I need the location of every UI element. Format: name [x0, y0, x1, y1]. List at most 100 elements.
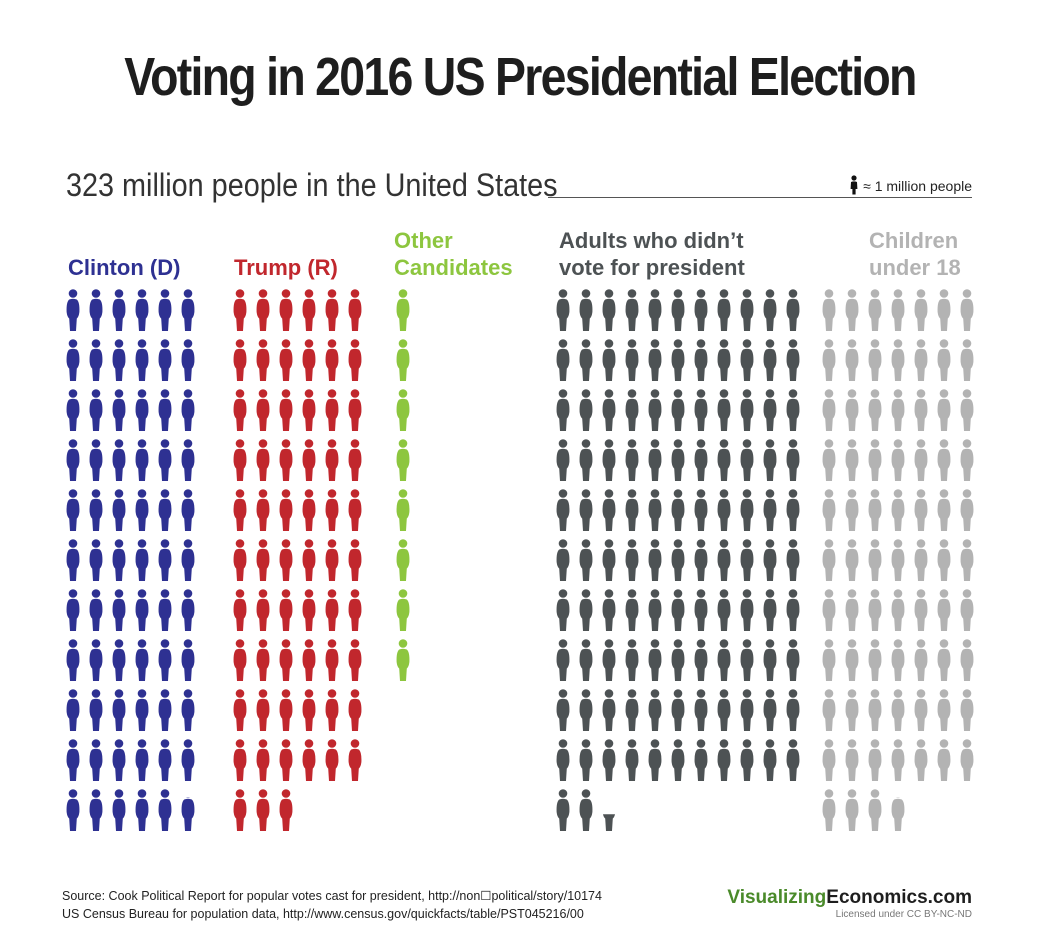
icon-group-clinton [66, 289, 195, 831]
person-icon [396, 289, 410, 331]
person-icon [822, 339, 836, 381]
person-icon [822, 639, 836, 681]
person-icon [740, 689, 754, 731]
person-icon [602, 739, 616, 781]
person-icon [233, 389, 247, 431]
person-icon [694, 489, 708, 531]
person-icon [158, 389, 172, 431]
person-icon [325, 339, 339, 381]
person-icon [960, 739, 974, 781]
person-icon [740, 389, 754, 431]
person-icon [579, 639, 593, 681]
person-icon [112, 739, 126, 781]
person-icon [648, 439, 662, 481]
person-icon [786, 389, 800, 431]
person-icon [937, 739, 951, 781]
person-icon [279, 789, 293, 831]
person-icon [845, 589, 859, 631]
person-icon [845, 789, 859, 831]
person-icon [625, 289, 639, 331]
person-icon [671, 639, 685, 681]
person-icon [396, 589, 410, 631]
person-icon [845, 739, 859, 781]
person-icon [135, 289, 149, 331]
person-icon [740, 589, 754, 631]
person-icon [89, 739, 103, 781]
person-icon [233, 339, 247, 381]
person-icon [822, 289, 836, 331]
person-icon [786, 339, 800, 381]
person-icon [891, 439, 905, 481]
icon-group-other [396, 289, 410, 681]
person-icon [868, 589, 882, 631]
person-icon [960, 389, 974, 431]
person-icon [822, 489, 836, 531]
person-icon [348, 589, 362, 631]
person-icon [937, 689, 951, 731]
person-icon [396, 339, 410, 381]
person-icon [135, 539, 149, 581]
person-icon [868, 439, 882, 481]
person-icon [960, 639, 974, 681]
person-icon [786, 289, 800, 331]
chart-title: Voting in 2016 US Presidential Election [124, 47, 917, 107]
person-icon [279, 489, 293, 531]
person-icon [396, 489, 410, 531]
person-icon [348, 539, 362, 581]
person-icon [579, 789, 593, 831]
person-icon [850, 175, 858, 195]
person-icon [786, 439, 800, 481]
person-icon [694, 389, 708, 431]
subtitle-rule [548, 197, 972, 198]
person-icon [671, 489, 685, 531]
person-icon [625, 389, 639, 431]
person-icon [868, 489, 882, 531]
brand-part-1: Visualizing [727, 887, 827, 908]
person-icon [602, 539, 616, 581]
person-icon [181, 689, 195, 731]
person-icon [671, 439, 685, 481]
person-icon [786, 489, 800, 531]
person-icon [763, 289, 777, 331]
brand-part-2: Economics.com [826, 887, 972, 908]
person-icon [579, 439, 593, 481]
group-label-children: Children under 18 [869, 227, 961, 281]
chart-subtitle: 323 million people in the United States [66, 167, 558, 203]
person-icon [822, 389, 836, 431]
person-icon [279, 739, 293, 781]
person-icon [891, 539, 905, 581]
person-icon [181, 639, 195, 681]
person-icon [112, 489, 126, 531]
person-icon [868, 389, 882, 431]
person-icon [112, 539, 126, 581]
person-icon [233, 639, 247, 681]
person-icon [556, 589, 570, 631]
person-icon [960, 439, 974, 481]
person-icon [579, 539, 593, 581]
person-icon [556, 289, 570, 331]
person-icon [396, 639, 410, 681]
person-icon [348, 439, 362, 481]
person-icon [694, 589, 708, 631]
person-icon [112, 339, 126, 381]
person-icon [302, 389, 316, 431]
group-label-line: Children [869, 228, 959, 253]
person-icon [914, 439, 928, 481]
person-icon [891, 289, 905, 331]
person-icon [66, 489, 80, 531]
person-icon [648, 489, 662, 531]
group-label-line: under 18 [869, 255, 961, 280]
person-icon [717, 289, 731, 331]
person-icon [914, 289, 928, 331]
person-icon [396, 439, 410, 481]
person-icon [256, 639, 270, 681]
person-icon [279, 389, 293, 431]
person-icon [89, 639, 103, 681]
person-icon [325, 389, 339, 431]
person-icon [181, 489, 195, 531]
person-icon [937, 389, 951, 431]
person-icon [671, 589, 685, 631]
brand-name: VisualizingEconomics.com [727, 887, 972, 909]
group-label-clinton: Clinton (D) [68, 254, 180, 281]
person-icon [89, 439, 103, 481]
